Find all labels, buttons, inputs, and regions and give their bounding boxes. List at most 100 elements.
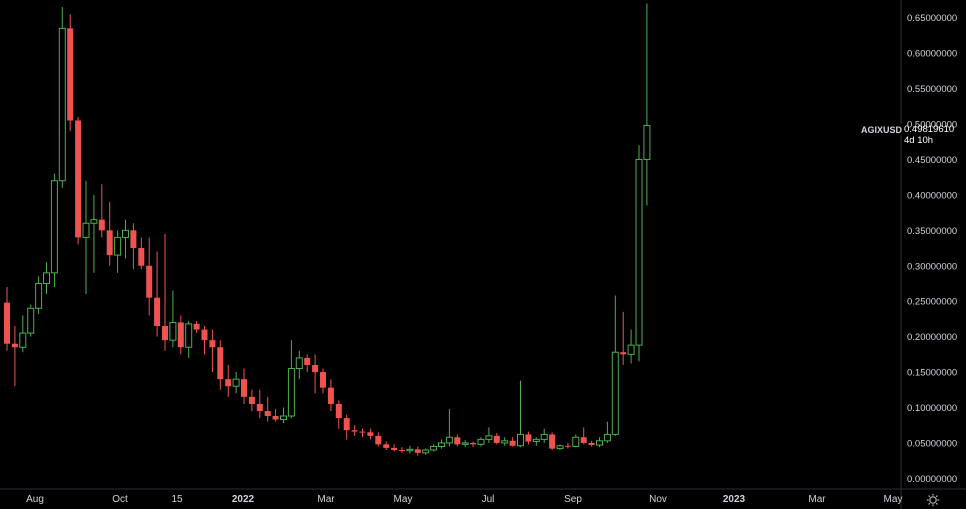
candle: [114, 230, 122, 273]
candle: [75, 116, 82, 245]
candle: [580, 427, 587, 445]
candle-body: [549, 434, 556, 449]
last-price-value: 0.49819610: [904, 124, 955, 135]
y-axis[interactable]: 0.65000000 0.60000000 0.55000000 0.50000000…: [907, 13, 957, 485]
candle-body: [564, 445, 571, 447]
x-tick-label: May: [394, 494, 413, 505]
x-tick-label: 2023: [723, 494, 746, 505]
candle-body: [580, 437, 587, 443]
candle: [19, 315, 27, 353]
candle: [470, 441, 477, 448]
candle: [50, 173, 58, 288]
candle-body: [375, 435, 382, 445]
candle: [477, 437, 485, 447]
candle: [549, 432, 556, 451]
x-tick-label: Nov: [649, 494, 667, 505]
candle: [169, 290, 177, 348]
candle: [572, 434, 580, 448]
candle-body: [58, 27, 66, 182]
candle: [264, 396, 271, 422]
candle: [11, 326, 18, 387]
candle-body: [106, 230, 113, 256]
candle-body: [217, 347, 224, 380]
candle-body: [185, 323, 193, 348]
candle-body: [327, 387, 334, 404]
candle-body: [122, 229, 129, 238]
candle: [162, 233, 168, 351]
candle-body: [272, 416, 279, 420]
candle: [603, 421, 611, 443]
candle: [588, 440, 595, 447]
y-tick-label: 0.45000000: [907, 155, 957, 166]
candle: [217, 340, 224, 390]
candle: [399, 447, 405, 453]
candle-body: [4, 302, 10, 344]
candle: [391, 444, 398, 452]
candle: [272, 408, 279, 422]
candle-body: [335, 403, 342, 419]
candle: [90, 194, 98, 273]
candle: [146, 237, 153, 316]
candle-body: [438, 442, 445, 447]
candle: [67, 14, 74, 132]
candle-body: [343, 418, 350, 431]
candle-body: [501, 440, 509, 444]
candle-body: [304, 357, 311, 365]
candle-body: [477, 438, 485, 445]
gear-icon[interactable]: [926, 493, 940, 507]
candle: [501, 437, 509, 446]
y-tick-label: 0.10000000: [907, 403, 957, 414]
x-tick-label: Jul: [482, 494, 495, 505]
candle: [359, 428, 366, 438]
candle: [320, 368, 326, 394]
candle: [445, 408, 453, 447]
symbol-label: AGIXUSD: [858, 124, 906, 136]
y-tick-label: 0.05000000: [907, 438, 957, 449]
candle-body: [50, 180, 58, 274]
candle-body: [351, 430, 358, 432]
candle: [106, 201, 113, 266]
candle-body: [130, 230, 137, 249]
candle: [422, 448, 430, 455]
candle-body: [138, 248, 145, 266]
x-tick-label: Sep: [564, 494, 582, 505]
candle: [643, 3, 651, 206]
candle: [335, 400, 342, 429]
candle: [327, 379, 334, 412]
candle-body: [35, 282, 43, 309]
candle: [43, 262, 50, 295]
candle: [27, 304, 35, 337]
candle-body: [82, 222, 90, 238]
candle: [556, 444, 564, 451]
candle-body: [470, 442, 477, 445]
y-tick-label: 0.35000000: [907, 226, 957, 237]
candle-body: [399, 450, 405, 452]
candle-body: [422, 449, 430, 454]
candle: [635, 145, 643, 362]
x-axis[interactable]: Aug Oct 15 2022 Mar May Jul Sep Nov 2023 Mar May: [26, 494, 902, 505]
candle-body: [280, 415, 287, 421]
candle-body: [383, 444, 390, 448]
candle-body: [201, 329, 208, 341]
candle: [540, 428, 548, 443]
x-tick-label: May: [884, 494, 903, 505]
candle: [312, 354, 319, 394]
candle-body: [406, 448, 414, 452]
candle: [177, 315, 184, 355]
y-tick-label: 0.20000000: [907, 332, 957, 343]
candle: [564, 442, 571, 449]
candle-body: [75, 120, 82, 238]
candle: [461, 440, 469, 448]
candle-body: [114, 236, 122, 256]
y-tick-label: 0.00000000: [907, 474, 957, 485]
candle-body: [588, 442, 595, 446]
candle-body: [27, 307, 35, 334]
candle: [430, 444, 438, 452]
candle-body: [154, 297, 161, 326]
candle: [185, 321, 193, 358]
candle-body: [611, 351, 619, 435]
candle-body: [177, 322, 184, 348]
candle: [375, 432, 382, 447]
candle: [82, 180, 90, 295]
